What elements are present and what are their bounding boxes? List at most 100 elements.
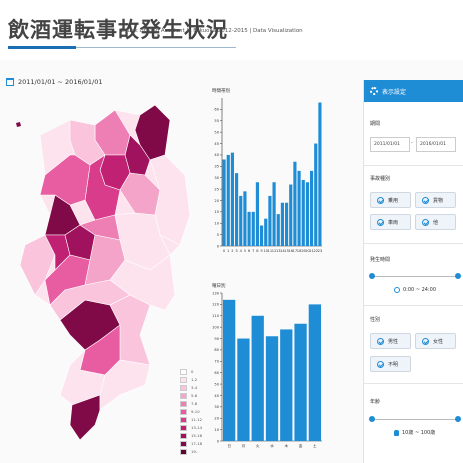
x-tick-label: 0 xyxy=(223,249,226,253)
check-icon xyxy=(422,337,429,345)
bar xyxy=(223,299,236,441)
map-region-miyama[interactable] xyxy=(99,359,151,411)
map-region-fukuoka-higashi[interactable] xyxy=(39,154,91,206)
x-tick-label: 10 xyxy=(263,249,268,253)
x-tick-label: 月 xyxy=(242,443,246,448)
map-region-iizuka[interactable] xyxy=(84,154,121,221)
check-icon xyxy=(377,360,384,368)
person-icon xyxy=(394,429,399,436)
x-tick-label: 金 xyxy=(299,443,303,448)
y-tick-label: 60 xyxy=(214,108,219,112)
title-rule xyxy=(76,47,236,48)
vehicle-option-other[interactable]: 他 xyxy=(415,214,456,230)
divider xyxy=(364,305,463,306)
legend-label: 11-12 xyxy=(191,417,203,422)
age-range-text: 10歳 ~ 100歳 xyxy=(402,430,436,436)
vehicle-option-vehicle[interactable]: 車両 xyxy=(370,214,411,230)
x-tick-label: 5 xyxy=(244,249,246,253)
legend-item: 1-2 xyxy=(180,376,202,383)
age-slider-track[interactable] xyxy=(372,419,458,420)
gender-option-male[interactable]: 男性 xyxy=(370,333,411,349)
y-tick-label: 30 xyxy=(214,405,219,409)
vehicle-label: 事故種別 xyxy=(370,176,391,182)
x-tick-label: 木 xyxy=(284,443,288,448)
divider xyxy=(364,165,463,166)
x-tick-label: 17 xyxy=(293,249,298,253)
time-slider-track[interactable] xyxy=(372,276,458,277)
date-from-field[interactable]: 2011/01/01 xyxy=(370,137,410,152)
gender-option-label: 不明 xyxy=(388,361,399,368)
weekday-chart-ylabel: 曜日別 xyxy=(212,284,226,289)
legend-item: 5-6 xyxy=(180,392,202,399)
bar xyxy=(265,336,279,441)
date-to-field[interactable]: 2016/01/01 xyxy=(416,137,456,152)
y-tick-label: 5 xyxy=(217,233,219,237)
legend-item: 7-8 xyxy=(180,400,202,407)
bar xyxy=(222,159,226,246)
legend-swatch xyxy=(180,432,187,439)
y-tick-label: 100 xyxy=(212,325,220,329)
legend-swatch xyxy=(180,424,187,431)
bar xyxy=(247,211,251,246)
x-tick-label: 土 xyxy=(313,443,317,448)
y-tick-label: 40 xyxy=(214,394,219,398)
legend-label: 1-2 xyxy=(191,377,198,382)
age-slider-end-handle[interactable] xyxy=(455,416,461,422)
gender-option-female[interactable]: 女性 xyxy=(415,333,456,349)
time-slider-end-handle[interactable] xyxy=(455,273,461,279)
y-tick-label: 0 xyxy=(217,439,220,443)
time-slider-start-handle[interactable] xyxy=(369,273,375,279)
page-title: 飲酒運転事故発生状況 xyxy=(8,18,228,42)
vehicle-option-passenger[interactable]: 乗用 xyxy=(370,192,411,208)
y-tick-label: 20 xyxy=(214,199,219,203)
x-tick-label: 日 xyxy=(227,444,231,448)
x-tick-label: 水 xyxy=(270,443,274,448)
legend-label: 3-4 xyxy=(191,385,198,390)
check-icon xyxy=(422,218,429,226)
legend-item: 19- xyxy=(180,448,202,455)
legend-label: 19- xyxy=(191,449,198,454)
bar xyxy=(285,202,289,246)
legend-swatch xyxy=(180,392,187,399)
title-underline xyxy=(8,46,76,49)
vehicle-option-label: 他 xyxy=(433,219,439,226)
weekday-chart-container: 曜日別 0 10 20 30 40 50 60 70 80 90 100 110 120 130 日 月 火 水 木… xyxy=(212,283,330,453)
x-tick-label: 14 xyxy=(280,249,285,253)
x-tick-label: 火 xyxy=(256,443,260,448)
bar xyxy=(272,182,276,246)
y-tick-label: 70 xyxy=(214,360,219,364)
vehicle-option-label: 貨物 xyxy=(433,197,444,204)
legend-label: 0 xyxy=(191,369,194,374)
divider xyxy=(364,383,463,384)
vehicle-option-label: 車両 xyxy=(388,219,399,226)
check-icon xyxy=(377,218,384,226)
age-range-display: 10歳 ~ 100歳 xyxy=(394,429,435,436)
bar xyxy=(243,191,247,246)
bar xyxy=(251,315,264,441)
map-region-island[interactable] xyxy=(16,122,21,127)
y-tick-label: 20 xyxy=(214,417,219,421)
x-tick-label: 23 xyxy=(318,249,323,253)
gender-label: 性別 xyxy=(370,317,381,323)
gender-option-unknown[interactable]: 不明 xyxy=(370,356,411,372)
legend-label: 17-18 xyxy=(191,441,203,446)
legend-label: 7-8 xyxy=(191,401,198,406)
age-slider-start-handle[interactable] xyxy=(369,416,375,422)
map-legend: 0 1-2 3-4 5-6 7-8 9-10 11-12 13-14 15-16 17-18 19- xyxy=(180,368,202,456)
y-tick-label: 25 xyxy=(214,187,219,191)
legend-item: 15-16 xyxy=(180,432,202,439)
bar xyxy=(280,202,284,246)
bar xyxy=(264,218,268,246)
legend-swatch xyxy=(180,368,187,375)
y-tick-label: 50 xyxy=(214,130,219,134)
x-tick-label: 9 xyxy=(260,249,263,253)
check-icon xyxy=(377,337,384,345)
y-tick-label: 15 xyxy=(214,210,219,214)
hourly-chart-container: 時間帯別 0 5 10 15 20 25 30 35 40 45 50 55 60 0 1 2 3 4 5 6 7 8 9 1… xyxy=(212,88,330,258)
vehicle-option-cargo[interactable]: 貨物 xyxy=(415,192,456,208)
legend-swatch xyxy=(180,440,187,447)
legend-swatch xyxy=(180,416,187,423)
weekday-chart[interactable]: 0 10 20 30 40 50 60 70 80 90 100 110 120 130 日 月 火 水 木 金 土 xyxy=(212,283,330,453)
fukuoka-map[interactable] xyxy=(0,95,210,455)
